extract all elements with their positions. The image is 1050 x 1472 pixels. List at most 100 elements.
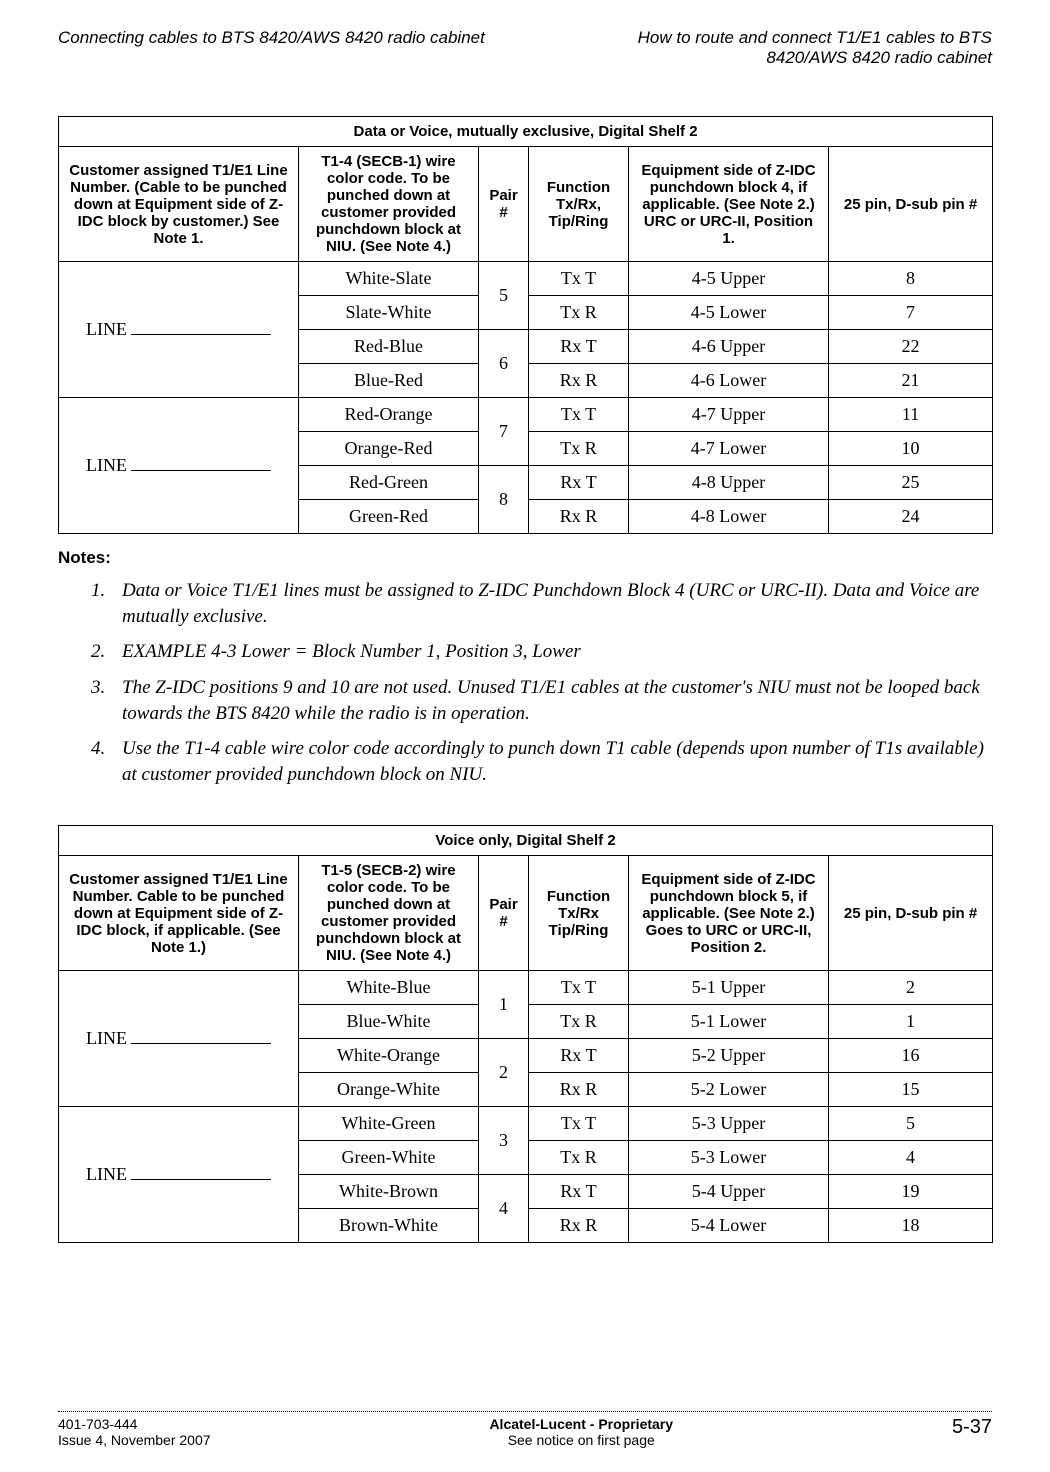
table-row: LINEWhite-Green3Tx T5-3 Upper5 [59, 1107, 993, 1141]
function: Rx R [529, 500, 629, 534]
function: Rx T [529, 330, 629, 364]
wire-color: Brown-White [299, 1209, 479, 1243]
page-footer: 401-703-444 Issue 4, November 2007 Alcat… [58, 1411, 992, 1448]
dsub-pin: 15 [829, 1073, 993, 1107]
equipment-side: 5-1 Upper [629, 971, 829, 1005]
table2-caption: Voice only, Digital Shelf 2 [59, 826, 993, 856]
equipment-side: 5-4 Upper [629, 1175, 829, 1209]
equipment-side: 5-2 Upper [629, 1039, 829, 1073]
dsub-pin: 11 [829, 398, 993, 432]
table1-header-0: Customer assigned T1/E1 Line Number. (Ca… [59, 147, 299, 262]
wire-color: Red-Green [299, 466, 479, 500]
wire-color: Red-Orange [299, 398, 479, 432]
wire-color: Orange-Red [299, 432, 479, 466]
function: Rx T [529, 1039, 629, 1073]
page: Connecting cables to BTS 8420/AWS 8420 r… [0, 0, 1050, 1472]
line-label: LINE [86, 1028, 127, 1049]
footer-divider [58, 1411, 992, 1412]
dsub-pin: 22 [829, 330, 993, 364]
line-label: LINE [86, 455, 127, 476]
pair-number: 5 [479, 262, 529, 330]
equipment-side: 4-7 Upper [629, 398, 829, 432]
pair-number: 2 [479, 1039, 529, 1107]
table1-header-3: Function Tx/Rx, Tip/Ring [529, 147, 629, 262]
footer-proprietary: Alcatel-Lucent - Proprietary [489, 1416, 673, 1432]
table2-header-3: Function Tx/Rx Tip/Ring [529, 856, 629, 971]
wire-color: Green-White [299, 1141, 479, 1175]
table1-header-5: 25 pin, D-sub pin # [829, 147, 993, 262]
function: Tx T [529, 262, 629, 296]
table-data-voice-shelf2: Data or Voice, mutually exclusive, Digit… [58, 116, 993, 534]
table-row: LINEWhite-Blue1Tx T5-1 Upper2 [59, 971, 993, 1005]
dsub-pin: 21 [829, 364, 993, 398]
equipment-side: 5-3 Lower [629, 1141, 829, 1175]
dsub-pin: 10 [829, 432, 993, 466]
note-item-2: EXAMPLE 4-3 Lower = Block Number 1, Posi… [110, 639, 992, 665]
pair-number: 8 [479, 466, 529, 534]
dsub-pin: 8 [829, 262, 993, 296]
table2-header-1: T1-5 (SECB-2) wire color code. To be pun… [299, 856, 479, 971]
equipment-side: 4-7 Lower [629, 432, 829, 466]
equipment-side: 4-6 Upper [629, 330, 829, 364]
line-underline [131, 470, 271, 471]
footer-page-number: 5-37 [952, 1416, 992, 1439]
note-item-4: Use the T1-4 cable wire color code accor… [110, 736, 992, 787]
table1-header-4: Equipment side of Z-IDC punchdown block … [629, 147, 829, 262]
table2-header-4: Equipment side of Z-IDC punchdown block … [629, 856, 829, 971]
line-number-cell: LINE [59, 398, 299, 534]
dsub-pin: 19 [829, 1175, 993, 1209]
line-number-cell: LINE [59, 262, 299, 398]
line-number-cell: LINE [59, 1107, 299, 1243]
function: Tx R [529, 432, 629, 466]
dsub-pin: 24 [829, 500, 993, 534]
equipment-side: 4-8 Lower [629, 500, 829, 534]
pair-number: 4 [479, 1175, 529, 1243]
line-number-cell: LINE [59, 971, 299, 1107]
function: Rx T [529, 466, 629, 500]
equipment-side: 5-1 Lower [629, 1005, 829, 1039]
pair-number: 7 [479, 398, 529, 466]
wire-color: Orange-White [299, 1073, 479, 1107]
function: Rx T [529, 1175, 629, 1209]
footer-left: 401-703-444 Issue 4, November 2007 [58, 1416, 211, 1448]
dsub-pin: 25 [829, 466, 993, 500]
function: Rx R [529, 1209, 629, 1243]
dsub-pin: 4 [829, 1141, 993, 1175]
table-row: LINERed-Orange7Tx T4-7 Upper11 [59, 398, 993, 432]
header-left: Connecting cables to BTS 8420/AWS 8420 r… [58, 28, 485, 68]
pair-number: 1 [479, 971, 529, 1039]
wire-color: White-Orange [299, 1039, 479, 1073]
note-item-1: Data or Voice T1/E1 lines must be assign… [110, 578, 992, 629]
wire-color: Red-Blue [299, 330, 479, 364]
dsub-pin: 5 [829, 1107, 993, 1141]
function: Tx T [529, 1107, 629, 1141]
table2-header-0: Customer assigned T1/E1 Line Number. Cab… [59, 856, 299, 971]
function: Tx R [529, 296, 629, 330]
table-row: LINEWhite-Slate5Tx T4-5 Upper8 [59, 262, 993, 296]
notes-list: Data or Voice T1/E1 lines must be assign… [58, 578, 992, 797]
function: Rx R [529, 1073, 629, 1107]
function: Tx T [529, 398, 629, 432]
note-item-3: The Z-IDC positions 9 and 10 are not use… [110, 675, 992, 726]
footer-issue: Issue 4, November 2007 [58, 1432, 211, 1448]
line-underline [131, 334, 271, 335]
function: Rx R [529, 364, 629, 398]
footer-center: Alcatel-Lucent - Proprietary See notice … [489, 1416, 673, 1448]
table1-header-2: Pair # [479, 147, 529, 262]
equipment-side: 4-6 Lower [629, 364, 829, 398]
wire-color: Slate-White [299, 296, 479, 330]
notes-heading: Notes: [58, 548, 992, 568]
wire-color: Blue-White [299, 1005, 479, 1039]
line-underline [131, 1179, 271, 1180]
table2-header-2: Pair # [479, 856, 529, 971]
pair-number: 3 [479, 1107, 529, 1175]
page-header: Connecting cables to BTS 8420/AWS 8420 r… [58, 28, 992, 68]
equipment-side: 4-5 Lower [629, 296, 829, 330]
header-right: How to route and connect T1/E1 cables to… [572, 28, 992, 68]
dsub-pin: 7 [829, 296, 993, 330]
function: Tx R [529, 1005, 629, 1039]
equipment-side: 5-4 Lower [629, 1209, 829, 1243]
equipment-side: 5-3 Upper [629, 1107, 829, 1141]
wire-color: White-Brown [299, 1175, 479, 1209]
function: Tx T [529, 971, 629, 1005]
